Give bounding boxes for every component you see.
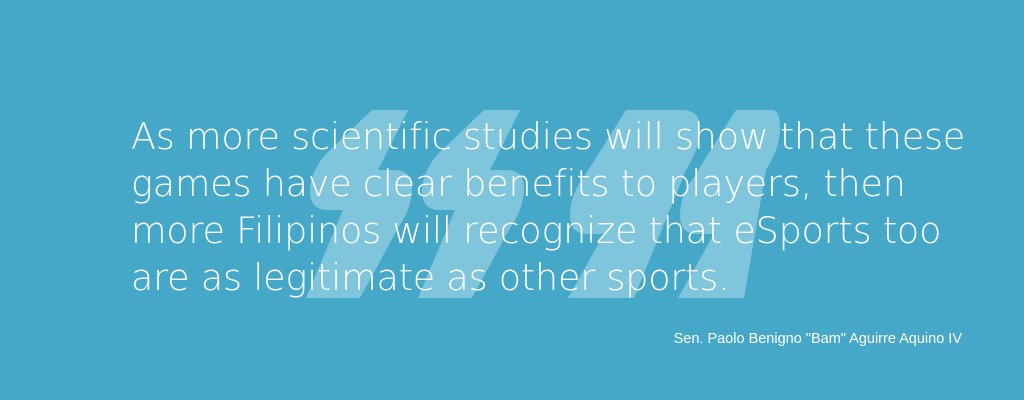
quote-line-3: more Filipinos will recognize that eSpor… [131, 209, 942, 252]
quote-line-2: games have clear benefits to players, th… [131, 162, 906, 205]
quote-line-4: are as legitimate as other sports. [131, 256, 730, 299]
quote-attribution: Sen. Paolo Benigno "Bam" Aguirre Aquino … [673, 331, 962, 347]
double-quote-icon [290, 100, 780, 310]
quote-line-1: As more scientific studies will show tha… [131, 115, 966, 158]
quote-text: As more scientific studies will show tha… [131, 113, 971, 301]
